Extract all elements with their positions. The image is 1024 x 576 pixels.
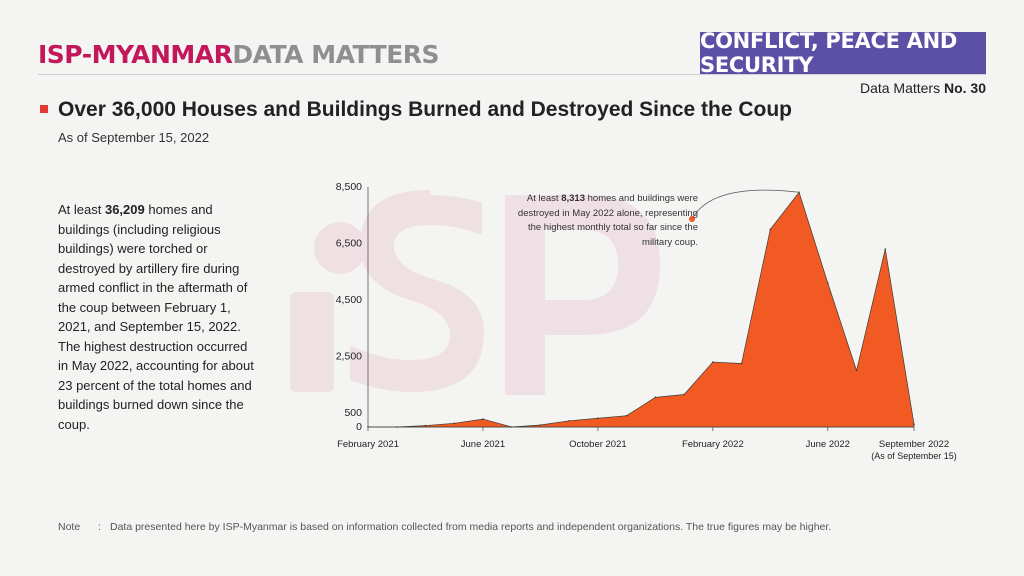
summary-after: homes and buildings (including religious…	[58, 202, 254, 432]
watermark-logo	[290, 190, 660, 395]
issue-prefix: Data Matters	[859, 80, 941, 96]
data-point	[395, 426, 398, 428]
x-tick-label: October 2021	[569, 439, 627, 450]
x-tick-label: February 2022	[682, 439, 744, 450]
y-tick-label: 500	[344, 407, 362, 419]
issue-label: Data Matters No. 30	[860, 80, 986, 96]
note-colon: :	[98, 521, 101, 533]
x-tick-label: June 2021	[461, 439, 505, 450]
brand-primary: ISP-MYANMAR	[38, 40, 233, 69]
data-point	[597, 417, 599, 420]
annotation-value: 8,313	[561, 193, 585, 204]
issue-number: No. 30	[943, 80, 986, 96]
y-tick-label: 8,500	[336, 181, 362, 193]
x-tick-label: June 2022	[806, 439, 850, 450]
y-tick-label: 2,500	[336, 350, 362, 362]
header-divider	[38, 74, 986, 75]
y-tick-label: 6,500	[336, 237, 362, 249]
data-point	[568, 419, 570, 422]
data-point	[884, 248, 887, 250]
data-point	[482, 418, 484, 420]
data-point	[769, 228, 772, 231]
data-point	[453, 422, 456, 425]
category-label: CONFLICT, PEACE AND SECURITY	[700, 29, 958, 77]
annotation-before: At least	[526, 193, 562, 204]
data-point	[625, 414, 628, 417]
brand-secondary: DATA MATTERS	[232, 40, 440, 69]
brand-logo: ISP-MYANMARDATA MATTERS	[38, 40, 440, 69]
note-text: Data presented here by ISP-Myanmar is ba…	[110, 521, 832, 533]
data-point	[740, 362, 743, 365]
data-point	[826, 282, 829, 284]
data-point	[855, 369, 858, 372]
data-point	[510, 426, 513, 428]
footnote: Note: Data presented here by ISP-Myanmar …	[58, 521, 831, 533]
y-tick-label: 4,500	[336, 294, 362, 306]
page-subtitle: As of September 15, 2022	[58, 130, 210, 145]
data-point	[654, 396, 657, 399]
data-point	[712, 361, 714, 363]
data-point	[539, 424, 542, 426]
data-point	[913, 423, 915, 425]
x-tick-label: February 2021	[337, 439, 399, 450]
peak-annotation: At least 8,313 homes and buildings were …	[510, 192, 698, 250]
page-title: Over 36,000 Houses and Buildings Burned …	[58, 98, 793, 121]
annotation-dot	[689, 216, 695, 222]
category-banner: CONFLICT, PEACE AND SECURITY	[700, 29, 986, 77]
summary-total: 36,209	[104, 202, 145, 217]
annotation-leader	[691, 189, 800, 220]
summary-text: At least 36,209 homes and buildings (inc…	[58, 200, 258, 434]
data-point	[683, 393, 685, 396]
x-tick-sublabel: (As of September 15)	[871, 451, 957, 461]
y-tick-label: 0	[356, 421, 362, 433]
title-bullet	[40, 105, 48, 113]
x-tick-label: September 2022	[879, 439, 949, 450]
data-point	[424, 424, 427, 427]
area-series	[367, 191, 915, 428]
summary-before: At least	[58, 202, 105, 217]
annotation-after: homes and buildings were destroyed in Ma…	[517, 193, 698, 248]
note-label: Note	[58, 521, 81, 533]
